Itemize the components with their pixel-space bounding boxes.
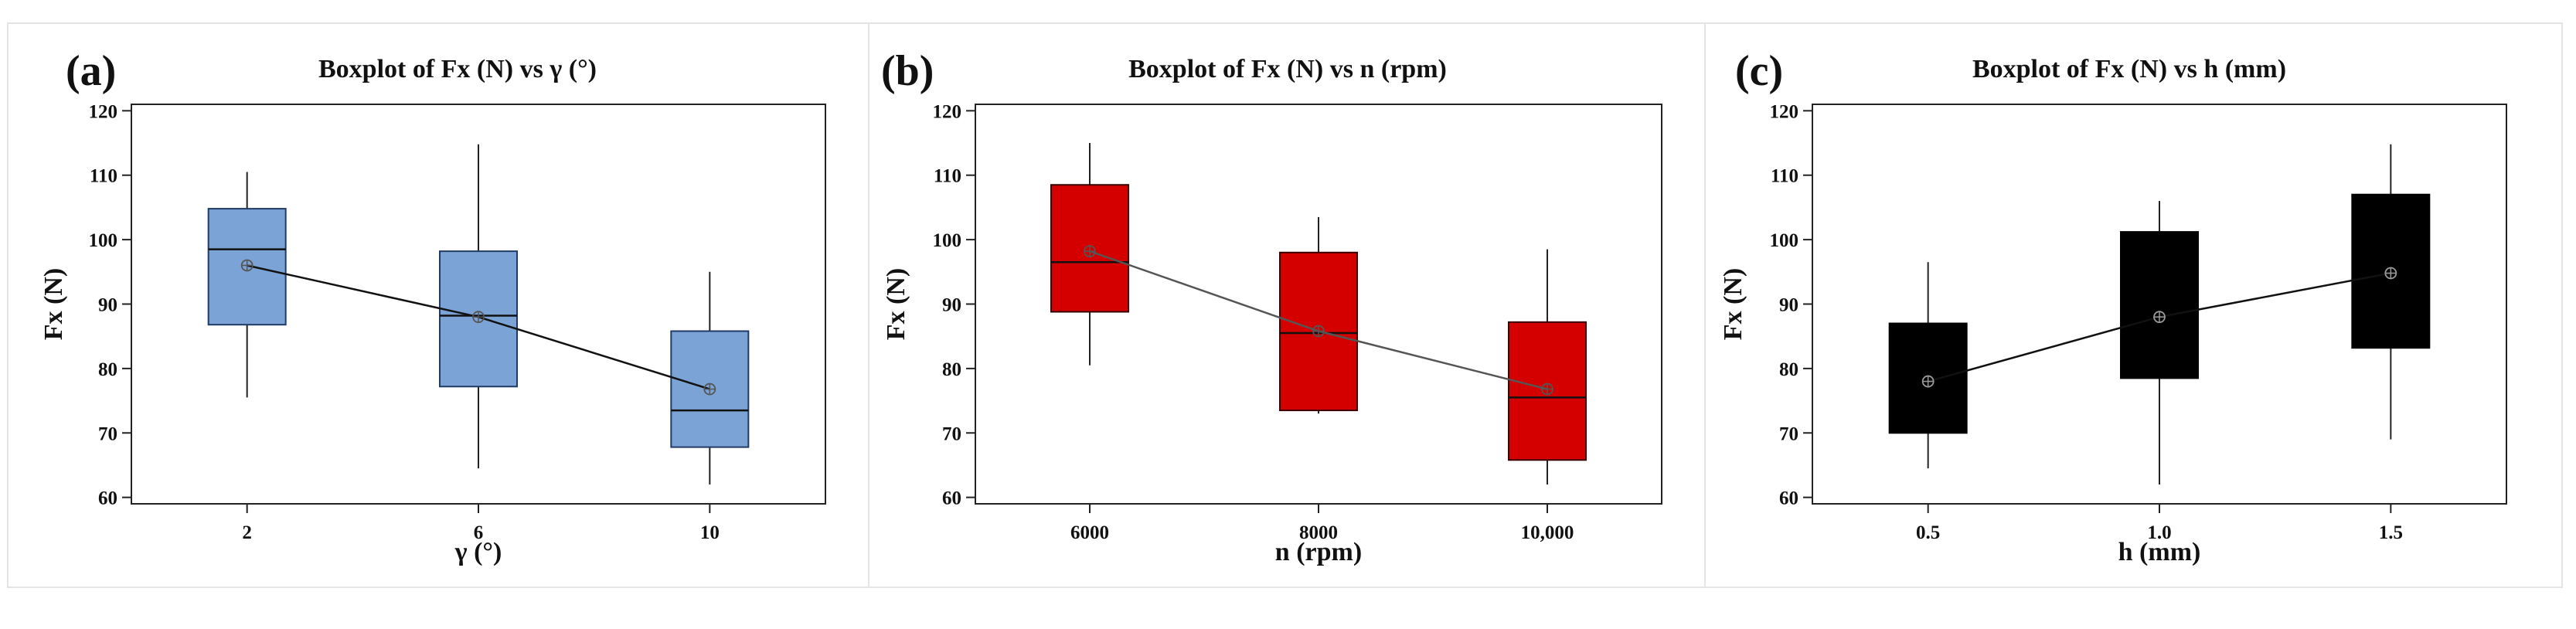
mean-marker (472, 311, 485, 324)
x-tick-label: 2 (242, 522, 252, 543)
chart-title: Boxplot of Fx (N) vs n (rpm) (1128, 55, 1447, 83)
panel-label: (b) (881, 47, 934, 95)
mean-marker (2384, 267, 2397, 280)
y-tick-label: 70 (942, 423, 961, 444)
mean-marker (703, 382, 716, 396)
y-tick-label: 90 (98, 295, 117, 316)
chart-title: Boxplot of Fx (N) vs h (mm) (1972, 55, 2286, 83)
mean-marker (1084, 245, 1096, 258)
mean-marker (240, 259, 254, 272)
y-tick-label: 120 (933, 101, 962, 122)
boxplot-panel-c: (c) Boxplot of Fx (N) vs h (mm) 60 70 80 90 10… (1719, 47, 2507, 566)
y-axis-label: Fx (N) (882, 268, 910, 340)
y-tick-label: 60 (942, 488, 961, 509)
y-tick-label: 110 (90, 166, 117, 187)
y-tick-label: 60 (98, 488, 117, 509)
iqr-box (2120, 231, 2199, 379)
y-tick-label: 90 (1779, 295, 1798, 316)
y-tick-label: 60 (1779, 488, 1798, 509)
boxplot-panel-b: (b) Boxplot of Fx (N) vs n (rpm) 60 70 80 90 1… (881, 47, 1662, 566)
x-tick-label: 6 (474, 522, 484, 543)
y-axis-label: Fx (N) (1719, 268, 1747, 340)
x-tick-label: 8000 (1299, 522, 1338, 543)
x-tick-label: 0.5 (1916, 522, 1940, 543)
y-tick-label: 120 (1770, 101, 1799, 122)
box-6 (439, 144, 518, 469)
box-1.5 (2351, 144, 2431, 440)
x-tick-label: 6000 (1070, 522, 1109, 543)
panel-frames (7, 22, 2563, 588)
chart-title: Boxplot of Fx (N) vs γ (°) (318, 55, 597, 83)
x-axis-label: n (rpm) (1275, 538, 1362, 566)
x-tick-label: 1.5 (2379, 522, 2403, 543)
mean-marker (1312, 325, 1325, 338)
y-tick-label: 80 (98, 359, 117, 380)
box-0.5 (1888, 262, 1968, 469)
y-tick-label: 100 (933, 230, 962, 251)
y-tick-label: 110 (934, 166, 961, 187)
y-tick-label: 80 (942, 359, 961, 380)
panel-label: (a) (66, 47, 116, 95)
y-tick-label: 100 (89, 230, 118, 251)
y-tick-label: 80 (1779, 359, 1798, 380)
y-axis-label: Fx (N) (39, 268, 68, 340)
mean-marker (2153, 311, 2166, 324)
box-8000 (1279, 216, 1358, 414)
y-tick-label: 70 (98, 423, 117, 444)
box-2 (207, 172, 287, 398)
y-tick-label: 110 (1771, 166, 1798, 187)
mean-marker (1541, 382, 1553, 396)
box-1.0 (2120, 201, 2199, 484)
x-axis-label: h (mm) (2118, 538, 2201, 566)
y-tick-label: 70 (1779, 423, 1798, 444)
y-tick-label: 100 (1770, 230, 1799, 251)
x-tick-label: 10,000 (1521, 522, 1574, 543)
y-tick-label: 90 (942, 295, 961, 316)
panel-label: (c) (1735, 47, 1783, 95)
box-10,000 (1508, 249, 1587, 484)
x-tick-label: 1.0 (2147, 522, 2171, 543)
x-tick-label: 10 (700, 522, 720, 543)
boxplot-panel-a: (a) Boxplot of Fx (N) vs γ (°) 60 70 80 90 100… (39, 47, 826, 566)
mean-marker (1921, 375, 1935, 388)
x-axis-label: γ (°) (454, 538, 502, 566)
box-10 (670, 271, 750, 484)
y-tick-label: 120 (89, 101, 118, 122)
